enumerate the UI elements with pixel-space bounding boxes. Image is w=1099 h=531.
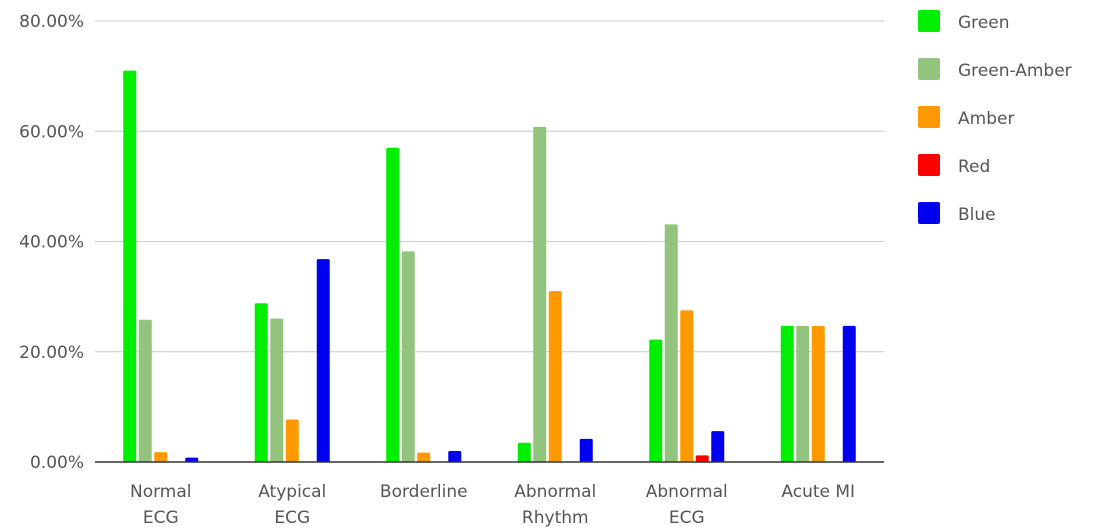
legend-label: Green-Amber <box>958 61 1072 81</box>
y-tick-label: 0.00% <box>30 453 84 473</box>
y-tick-label: 20.00% <box>19 343 84 363</box>
bar-green-amber <box>796 325 810 462</box>
bar-blue <box>448 450 462 462</box>
bar-amber <box>680 310 694 462</box>
bar-green <box>780 325 794 462</box>
bar-blue <box>185 457 199 462</box>
bar-amber <box>417 452 431 462</box>
bar-blue <box>711 431 725 462</box>
x-tick-label: Acute MI <box>781 482 855 502</box>
x-tick-label: ECG <box>274 508 310 528</box>
bar-amber <box>285 419 299 462</box>
grid-layer <box>95 20 884 353</box>
bar-green-amber <box>401 251 415 462</box>
axis-layer: 0.00% 20.00% 40.00% 60.00% 80.00% Normal ECG At… <box>19 12 884 528</box>
x-tick-label: Atypical <box>258 482 326 502</box>
x-tick-label: Rhythm <box>522 508 589 528</box>
bar-blue <box>579 438 593 462</box>
bar-green-amber <box>270 318 284 462</box>
y-tick-label: 40.00% <box>19 233 84 253</box>
bar-green-amber <box>533 126 547 462</box>
bar-amber <box>811 325 825 462</box>
legend-label: Red <box>958 157 990 177</box>
bar-green <box>517 442 531 462</box>
legend-label: Green <box>958 13 1009 33</box>
legend-swatch <box>918 58 940 80</box>
legend-swatch <box>918 202 940 224</box>
bar-green <box>386 147 400 463</box>
bar-green <box>254 303 268 462</box>
y-tick-label: 60.00% <box>19 122 84 142</box>
bar-green-amber <box>138 319 152 462</box>
bar-blue <box>316 259 330 462</box>
legend-swatch <box>918 106 940 128</box>
x-tick-label: Normal <box>130 482 192 502</box>
bar-amber <box>548 291 562 462</box>
x-tick-label: Borderline <box>380 482 468 502</box>
legend-swatch <box>918 154 940 176</box>
legend-swatch <box>918 10 940 32</box>
bar-red <box>695 455 709 462</box>
bar-amber <box>154 452 168 462</box>
bar-layer <box>123 70 856 463</box>
legend-label: Blue <box>958 205 996 225</box>
bar-green-amber <box>664 224 678 462</box>
bar-blue <box>842 325 856 462</box>
x-tick-label: Abnormal <box>646 482 728 502</box>
x-tick-label: ECG <box>143 508 179 528</box>
bar-green <box>123 70 137 463</box>
legend-label: Amber <box>958 109 1014 129</box>
x-tick-label: Abnormal <box>514 482 596 502</box>
x-tick-label: ECG <box>669 508 705 528</box>
bar-green <box>649 339 663 462</box>
y-tick-label: 80.00% <box>19 12 84 32</box>
legend: Green Green-Amber Amber Red Blue <box>918 10 1072 225</box>
